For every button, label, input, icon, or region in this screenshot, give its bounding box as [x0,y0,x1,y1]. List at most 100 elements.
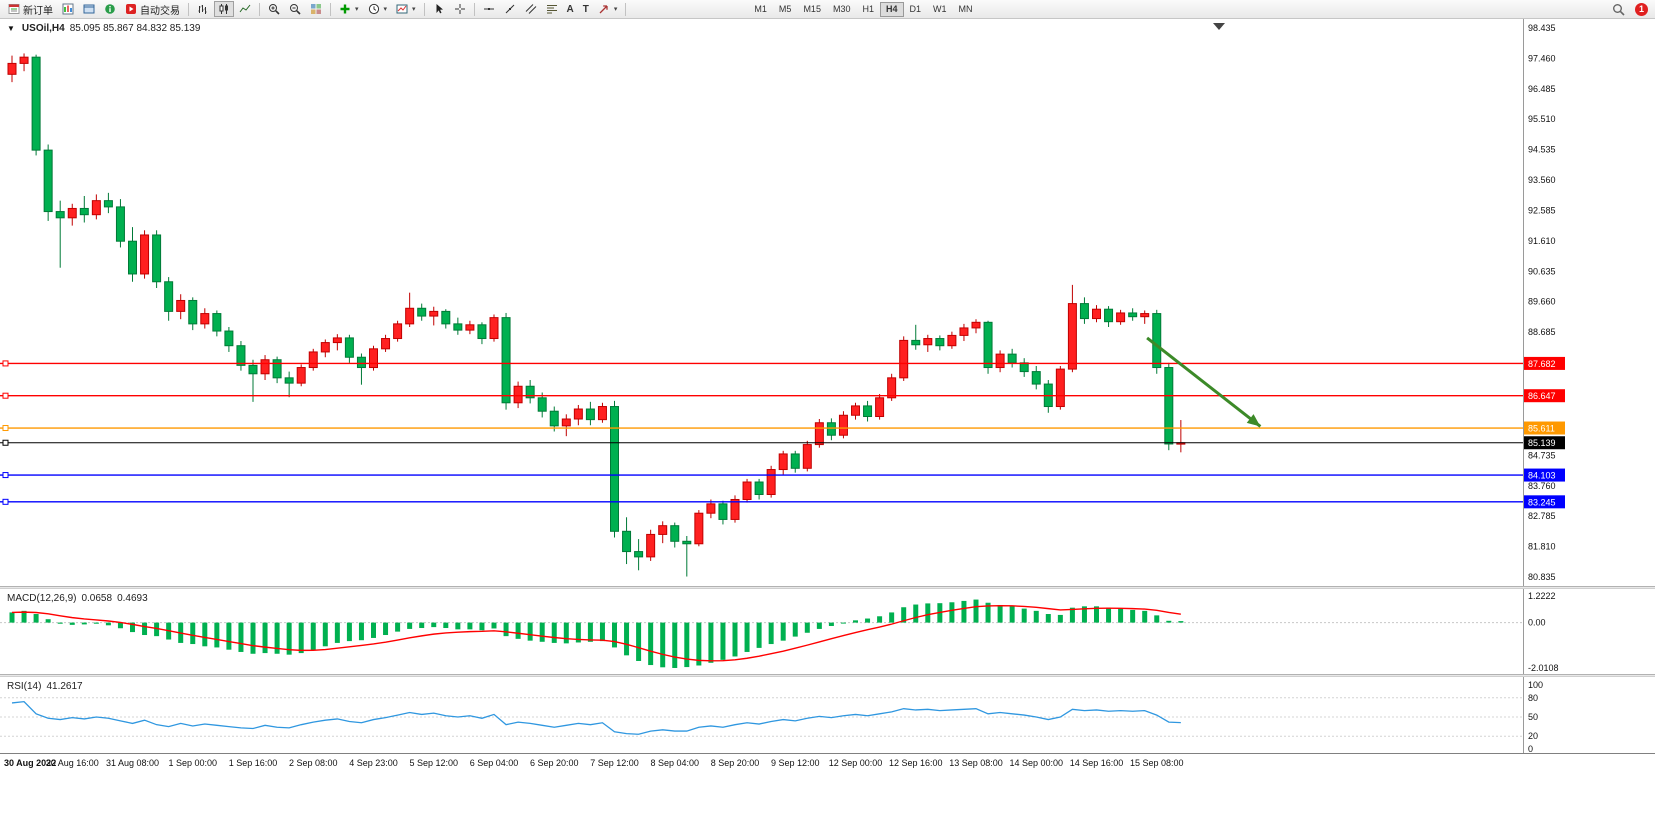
horizontal-line-tool-button[interactable] [479,1,499,17]
svg-text:83.245: 83.245 [1528,497,1556,507]
price-chart-canvas[interactable]: 98.435 97.460 96.485 95.510 94.535 93.560 92.5… [0,19,1655,586]
new-order-label: 新订单 [23,5,53,17]
toolbar-separator [259,2,260,16]
svg-text:88.685: 88.685 [1528,327,1556,337]
candlesticks [7,53,1186,577]
timeframe-m15-button[interactable]: M15 [797,2,827,17]
trendline-tool-button[interactable] [500,1,520,17]
chart-ohlc-values: 85.095 85.867 84.832 85.139 [69,23,201,34]
candlestick-chart-type-icon [219,4,228,14]
data-window-button[interactable] [100,1,120,17]
svg-text:96.485: 96.485 [1528,84,1556,94]
collapse-chevron-icon[interactable]: ▼ [7,24,15,33]
bar-chart-type-icon [198,5,207,14]
timeframe-h1-button[interactable]: H1 [856,2,880,17]
macd-header: MACD(12,26,9) 0.0658 0.4693 [7,593,148,604]
line-chart-type-button[interactable] [235,1,255,17]
new-chart-button[interactable] [58,1,78,17]
timeframe-d1-button[interactable]: D1 [904,2,928,17]
trend-arrow-annotation[interactable] [1146,336,1262,428]
time-axis[interactable]: 30 Aug 2022 30 Aug 16:00 31 Aug 08:00 1 Sep… [0,753,1655,773]
tile-windows-icon [311,4,321,14]
macd-panel[interactable]: MACD(12,26,9) 0.0658 0.4693 1.2222 0.00 -2… [0,589,1655,674]
toolbar-separator [473,2,475,16]
periods-button[interactable]: ▾ [364,1,392,17]
template-chart-icon [396,4,408,14]
rsi-label: RSI(14) [7,681,42,692]
timeframe-mn-button[interactable]: MN [953,2,979,17]
horizontal-line-icon [483,8,494,10]
toolbar-separator [625,2,627,16]
scroll-shift-marker[interactable] [1213,23,1225,30]
fibonacci-tool-button[interactable] [542,1,562,17]
toolbar-right-group: 1 [1608,1,1651,17]
svg-text:95.510: 95.510 [1528,114,1556,124]
text-label-tool-button[interactable]: T [579,1,593,17]
timeframe-m1-button[interactable]: M1 [748,2,773,17]
candlestick-chart-type-button[interactable] [214,1,234,17]
svg-text:90.635: 90.635 [1528,266,1556,276]
cursor-button[interactable] [429,1,449,17]
timeframe-m30-button[interactable]: M30 [827,2,857,17]
rsi-panel[interactable]: RSI(14) 41.2617 100 80 50 20 0 [0,677,1655,753]
svg-text:-2.0108: -2.0108 [1528,663,1559,673]
search-button[interactable] [1608,1,1629,17]
svg-text:84.735: 84.735 [1528,450,1556,460]
time-axis-label: 12 Sep 16:00 [888,758,943,768]
auto-trading-icon [126,4,136,14]
indicators-button[interactable]: ▾ [335,1,363,17]
zoom-in-button[interactable] [264,1,284,17]
svg-text:80.835: 80.835 [1528,572,1556,582]
price-chart-panel[interactable]: ▼ USOil,H4 85.095 85.867 84.832 85.139 9… [0,19,1655,586]
timeframe-w1-button[interactable]: W1 [927,2,953,17]
zoom-out-button[interactable] [285,1,305,17]
time-axis-label: 9 Sep 12:00 [770,758,820,768]
svg-text:98.435: 98.435 [1528,23,1556,33]
time-axis-label: 30 Aug 16:00 [45,758,99,768]
panel-splitter[interactable] [0,674,1655,677]
new-order-button[interactable]: 新订单 [4,1,57,17]
bar-chart-type-button[interactable] [193,1,213,17]
arrow-tools-button[interactable]: ▾ [594,1,622,17]
time-axis-label: 1 Sep 00:00 [168,758,218,768]
macd-canvas[interactable]: 1.2222 0.00 -2.0108 [0,589,1655,674]
dropdown-caret-icon: ▾ [412,6,416,13]
toolbar-separator [188,2,189,16]
time-axis-label: 1 Sep 16:00 [228,758,278,768]
time-axis-label: 6 Sep 20:00 [529,758,579,768]
timeframe-m5-button[interactable]: M5 [773,2,798,17]
macd-signal-line [11,605,1181,662]
price-axis-labels[interactable]: 98.435 97.460 96.485 95.510 94.535 93.560 92.5… [1528,23,1556,582]
horizontal-price-lines[interactable]: 87.682 86.647 85.611 85.139 84.103 83.245 [0,356,1565,509]
svg-text:94.535: 94.535 [1528,145,1556,155]
text-label-tool-icon: T [582,3,589,15]
auto-trading-button[interactable]: 自动交易 [121,1,184,17]
panel-splitter[interactable] [0,586,1655,589]
svg-text:86.647: 86.647 [1528,391,1556,401]
tile-windows-button[interactable] [306,1,326,17]
auto-trading-label: 自动交易 [140,5,180,17]
macd-histogram [9,599,1184,668]
svg-text:91.610: 91.610 [1528,236,1556,246]
data-window-icon [105,4,115,14]
profiles-button[interactable] [79,1,99,17]
text-tool-button[interactable]: A [563,1,578,17]
toolbar-separator [330,2,331,16]
svg-text:85.611: 85.611 [1528,424,1555,434]
templates-button[interactable]: ▾ [392,1,420,17]
chart-symbol-title: USOil,H4 [21,23,65,34]
text-tool-icon: A [566,3,574,15]
crosshair-button[interactable] [450,1,470,17]
timeframe-h4-button[interactable]: H4 [879,1,904,17]
arrow-tools-icon [599,5,608,14]
zoom-in-icon [269,4,280,15]
svg-text:20: 20 [1528,731,1538,741]
svg-text:87.682: 87.682 [1528,359,1556,369]
macd-label: MACD(12,26,9) [7,593,77,604]
rsi-canvas[interactable]: 100 80 50 20 0 [0,677,1655,753]
rsi-line [11,700,1181,735]
notifications-badge[interactable]: 1 [1635,2,1648,16]
time-axis-label: 4 Sep 23:00 [349,758,398,768]
equidistant-channel-tool-button[interactable] [521,1,541,17]
